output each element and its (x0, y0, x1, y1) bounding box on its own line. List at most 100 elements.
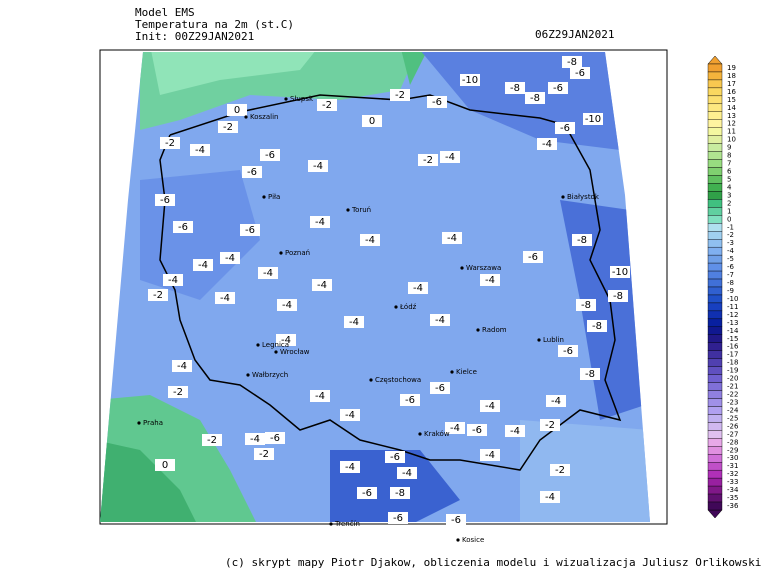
contour-label-box (388, 512, 408, 524)
contour-label-box (442, 232, 462, 244)
contour-label: -8 (592, 321, 602, 332)
colorbar-label: 7 (727, 160, 731, 168)
contour-label-box (480, 274, 500, 286)
contour-label: -6 (270, 433, 280, 444)
colorbar-box (707, 143, 723, 152)
contour-label-box (385, 451, 405, 463)
colorbar-label: 17 (727, 80, 736, 88)
colorbar-label: -6 (727, 263, 735, 271)
contour-label: -4 (177, 361, 187, 372)
contour-label: -6 (472, 425, 482, 436)
contour-label: -6 (390, 452, 400, 463)
city-dot (394, 305, 398, 309)
contour-label: 0 (369, 116, 375, 127)
contour-label-box (340, 461, 360, 473)
contour-label: -8 (530, 93, 540, 104)
colorbar-label: -10 (727, 295, 738, 303)
colorbar-arrow (707, 55, 723, 65)
colorbar-box (707, 151, 723, 160)
contour-label-box (240, 224, 260, 236)
colorbar-box (707, 215, 723, 224)
colorbar-label: -34 (727, 486, 739, 494)
colorbar-label: -33 (727, 478, 738, 486)
colorbar-label: 12 (727, 120, 736, 128)
contour-label: -6 (393, 513, 403, 524)
colorbar-box (707, 430, 723, 439)
colorbar-box (707, 199, 723, 208)
contour-label: -10 (612, 267, 628, 278)
colorbar-label: -13 (727, 319, 738, 327)
contour-label-box (430, 382, 450, 394)
city-name: Koszalin (250, 113, 278, 121)
colorbar-arrow (707, 509, 723, 519)
contour-label: -8 (581, 300, 591, 311)
colorbar-box (707, 175, 723, 184)
colorbar-label: 2 (727, 199, 731, 207)
colorbar-label: -23 (727, 398, 738, 406)
valid-time: 06Z29JAN2021 (535, 28, 614, 41)
contour-label: -2 (395, 90, 405, 101)
contour-label-box (245, 433, 265, 445)
contour-label-box (220, 252, 240, 264)
contour-label: -8 (395, 488, 405, 499)
city-dot (244, 115, 248, 119)
colorbar-label: -30 (727, 454, 738, 462)
contour-label: -2 (545, 420, 555, 431)
colorbar-box (707, 191, 723, 200)
city-name: Toruń (351, 206, 371, 214)
contour-label-box (550, 464, 570, 476)
colorbar-label: -31 (727, 462, 738, 470)
contour-label: -4 (225, 253, 235, 264)
contour-label-box (537, 138, 557, 150)
contour-label-box (190, 144, 210, 156)
contour-label-box (344, 316, 364, 328)
colorbar-box (707, 231, 723, 240)
city-name: Słupsk (290, 95, 314, 103)
contour-label: -6 (528, 252, 538, 263)
contour-label-box (390, 487, 410, 499)
contour-label-box (357, 487, 377, 499)
contour-label: -2 (322, 100, 332, 111)
contour-label-box (445, 422, 465, 434)
city-dot (256, 343, 260, 347)
city-dot (284, 97, 288, 101)
contour-label: -4 (345, 462, 355, 473)
city-name: Wałbrzych (252, 371, 288, 379)
contour-label-box (540, 491, 560, 503)
colorbar-label: -7 (727, 271, 734, 279)
contour-label: -4 (168, 275, 178, 286)
contour-label: -10 (585, 114, 601, 125)
map-labels: -10-8-6-8-8-6-2-6-20-20-6-10-4-2-4-2 -4-6… (137, 56, 630, 544)
colorbar-label: 1 (727, 207, 731, 215)
contour-label-box (168, 386, 188, 398)
contour-label-box (427, 96, 447, 108)
colorbar-box (707, 87, 723, 97)
colorbar-box (707, 207, 723, 216)
contour-label-box (583, 113, 603, 125)
colorbar-box (707, 462, 723, 471)
colorbar-label: -17 (727, 351, 738, 359)
colorbar-label: 9 (727, 144, 731, 152)
contour-label-box (460, 74, 480, 86)
colorbar-label: 4 (727, 183, 732, 191)
contour-label: -4 (282, 300, 292, 311)
contour-label-box (548, 82, 568, 94)
contour-label-box (558, 345, 578, 357)
contour-label: -4 (198, 260, 208, 271)
contour-label: -4 (195, 145, 205, 156)
city-name: Warszawa (466, 264, 501, 272)
city-name: Trenčín (334, 520, 360, 528)
contour-label: -4 (313, 161, 323, 172)
contour-label: -2 (173, 387, 183, 398)
contour-label: -4 (485, 275, 495, 286)
city-dot (476, 328, 480, 332)
city-name: Praha (143, 419, 163, 427)
contour-label: -4 (447, 233, 457, 244)
city-dot (346, 208, 350, 212)
colorbar-label: -1 (727, 223, 734, 231)
colorbar-label: -35 (727, 494, 738, 502)
contour-label-box (155, 194, 175, 206)
colorbar-box (707, 135, 723, 144)
contour-label: -4 (250, 434, 260, 445)
colorbar-label: -12 (727, 311, 738, 319)
